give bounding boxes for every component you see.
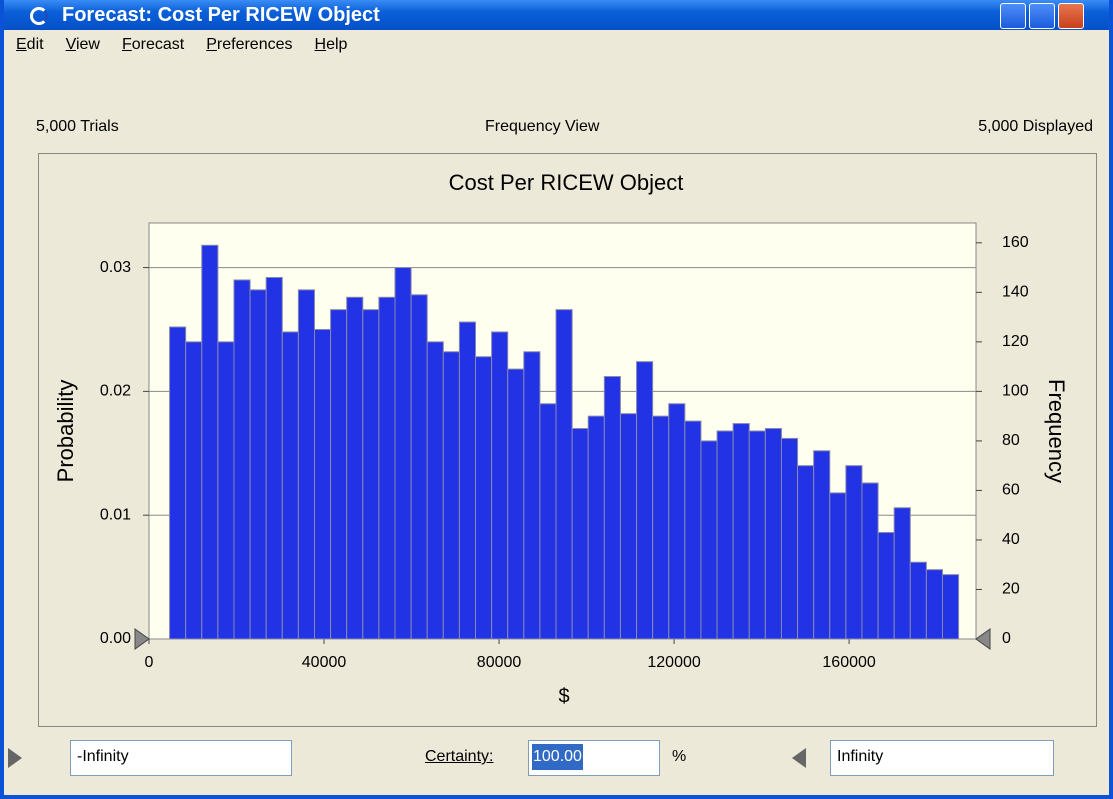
bar xyxy=(732,423,750,640)
x-tick-label: 120000 xyxy=(647,654,700,671)
bar xyxy=(442,351,460,640)
x-tick-label: 80000 xyxy=(477,654,522,671)
bar xyxy=(668,403,686,640)
bar xyxy=(684,420,702,640)
bar xyxy=(861,482,879,640)
bar xyxy=(652,415,670,640)
certainty-input[interactable]: 100.00 xyxy=(528,740,660,776)
bar xyxy=(909,561,927,640)
y2-tick-label: 140 xyxy=(1002,284,1029,301)
right-handle[interactable] xyxy=(975,628,991,650)
bar xyxy=(410,294,428,640)
upper-input[interactable]: Infinity xyxy=(830,740,1054,776)
bar xyxy=(507,368,525,640)
bar xyxy=(587,415,605,640)
menu-item[interactable]: Preferences xyxy=(206,36,293,53)
bar xyxy=(539,403,557,640)
trials: 5,000 Trials xyxy=(36,118,119,135)
bar xyxy=(426,341,444,640)
x-tick-label: 160000 xyxy=(822,654,875,671)
chart-panel: Cost Per RICEW Object $ Probability Freq… xyxy=(38,153,1097,727)
bar xyxy=(877,532,895,640)
bar xyxy=(780,437,799,640)
bar xyxy=(265,276,283,640)
bar xyxy=(813,450,831,640)
chart-title: Cost Per RICEW Object xyxy=(449,170,684,195)
displayed: 5,000 Displayed xyxy=(978,118,1093,135)
app-icon xyxy=(30,7,48,25)
bar xyxy=(297,289,315,640)
bar xyxy=(201,244,219,640)
bar xyxy=(491,331,509,640)
minimize-button[interactable] xyxy=(1000,3,1026,29)
y2-tick-label: 60 xyxy=(1002,482,1020,499)
lower-input[interactable]: -Infinity xyxy=(70,740,292,776)
bar xyxy=(797,465,815,640)
bar xyxy=(523,351,541,640)
bar xyxy=(475,356,493,640)
menu-item[interactable]: Help xyxy=(314,36,348,53)
menu-item[interactable]: Edit xyxy=(16,36,44,53)
bar xyxy=(362,309,380,640)
view-name: Frequency View xyxy=(485,118,600,135)
y2-tick-label: 120 xyxy=(1002,333,1029,350)
bar xyxy=(233,279,251,640)
left-handle[interactable] xyxy=(134,628,150,650)
y-axis-label: Probability xyxy=(53,380,78,483)
bar xyxy=(217,341,235,640)
y2-tick-label: 80 xyxy=(1002,432,1020,449)
chart: Cost Per RICEW Object $ Probability Freq… xyxy=(53,170,1069,707)
y2-axis-label: Frequency xyxy=(1044,379,1069,483)
y-tick-label: 0.03 xyxy=(100,259,131,276)
menu-item[interactable]: Forecast xyxy=(121,36,185,53)
bar xyxy=(330,309,348,640)
percent-unit: % xyxy=(672,748,687,765)
bar xyxy=(700,440,718,640)
bar xyxy=(378,296,396,640)
bar xyxy=(636,361,654,640)
bar xyxy=(571,428,589,640)
certainty-value: 100.00 xyxy=(532,744,583,770)
bar xyxy=(941,574,960,640)
y2-tick-label: 100 xyxy=(1002,383,1029,400)
title-bar: Forecast: Cost Per RICEW Object xyxy=(4,0,1109,30)
y2-tick-label: 160 xyxy=(1002,234,1029,251)
bar xyxy=(281,331,299,640)
bar xyxy=(845,465,863,640)
menu-bar: Edit View Forecast Preferences Help xyxy=(4,36,353,54)
y-tick-label: 0.02 xyxy=(100,383,131,400)
bar xyxy=(169,326,187,640)
lower-handle[interactable] xyxy=(8,748,22,768)
bar xyxy=(313,328,332,640)
bar xyxy=(619,413,638,640)
bar xyxy=(555,309,573,640)
y2-tick-label: 0 xyxy=(1002,630,1011,647)
y2-tick-label: 20 xyxy=(1002,581,1020,598)
x-tick-label: 0 xyxy=(145,654,154,671)
bar xyxy=(185,341,203,640)
bar xyxy=(249,289,267,640)
bar xyxy=(893,507,911,640)
bar xyxy=(458,321,477,640)
y-tick-label: 0.01 xyxy=(100,506,131,523)
bar xyxy=(925,569,943,640)
upper-handle[interactable] xyxy=(792,748,806,768)
bar xyxy=(764,428,782,640)
certainty-label: Certainty: xyxy=(425,748,494,765)
maximize-button[interactable] xyxy=(1029,3,1055,29)
bar xyxy=(829,492,847,640)
window-title: Forecast: Cost Per RICEW Object xyxy=(62,4,380,26)
x-axis-label: $ xyxy=(558,685,569,707)
y-tick-label: 0.00 xyxy=(100,630,131,647)
bar xyxy=(603,376,621,640)
x-tick-label: 40000 xyxy=(302,654,347,671)
bar xyxy=(394,267,412,640)
bar xyxy=(716,430,734,640)
y2-tick-label: 40 xyxy=(1002,531,1020,548)
bar xyxy=(346,296,364,640)
close-button[interactable] xyxy=(1058,3,1084,29)
bar xyxy=(748,430,766,640)
menu-item[interactable]: View xyxy=(65,36,100,53)
